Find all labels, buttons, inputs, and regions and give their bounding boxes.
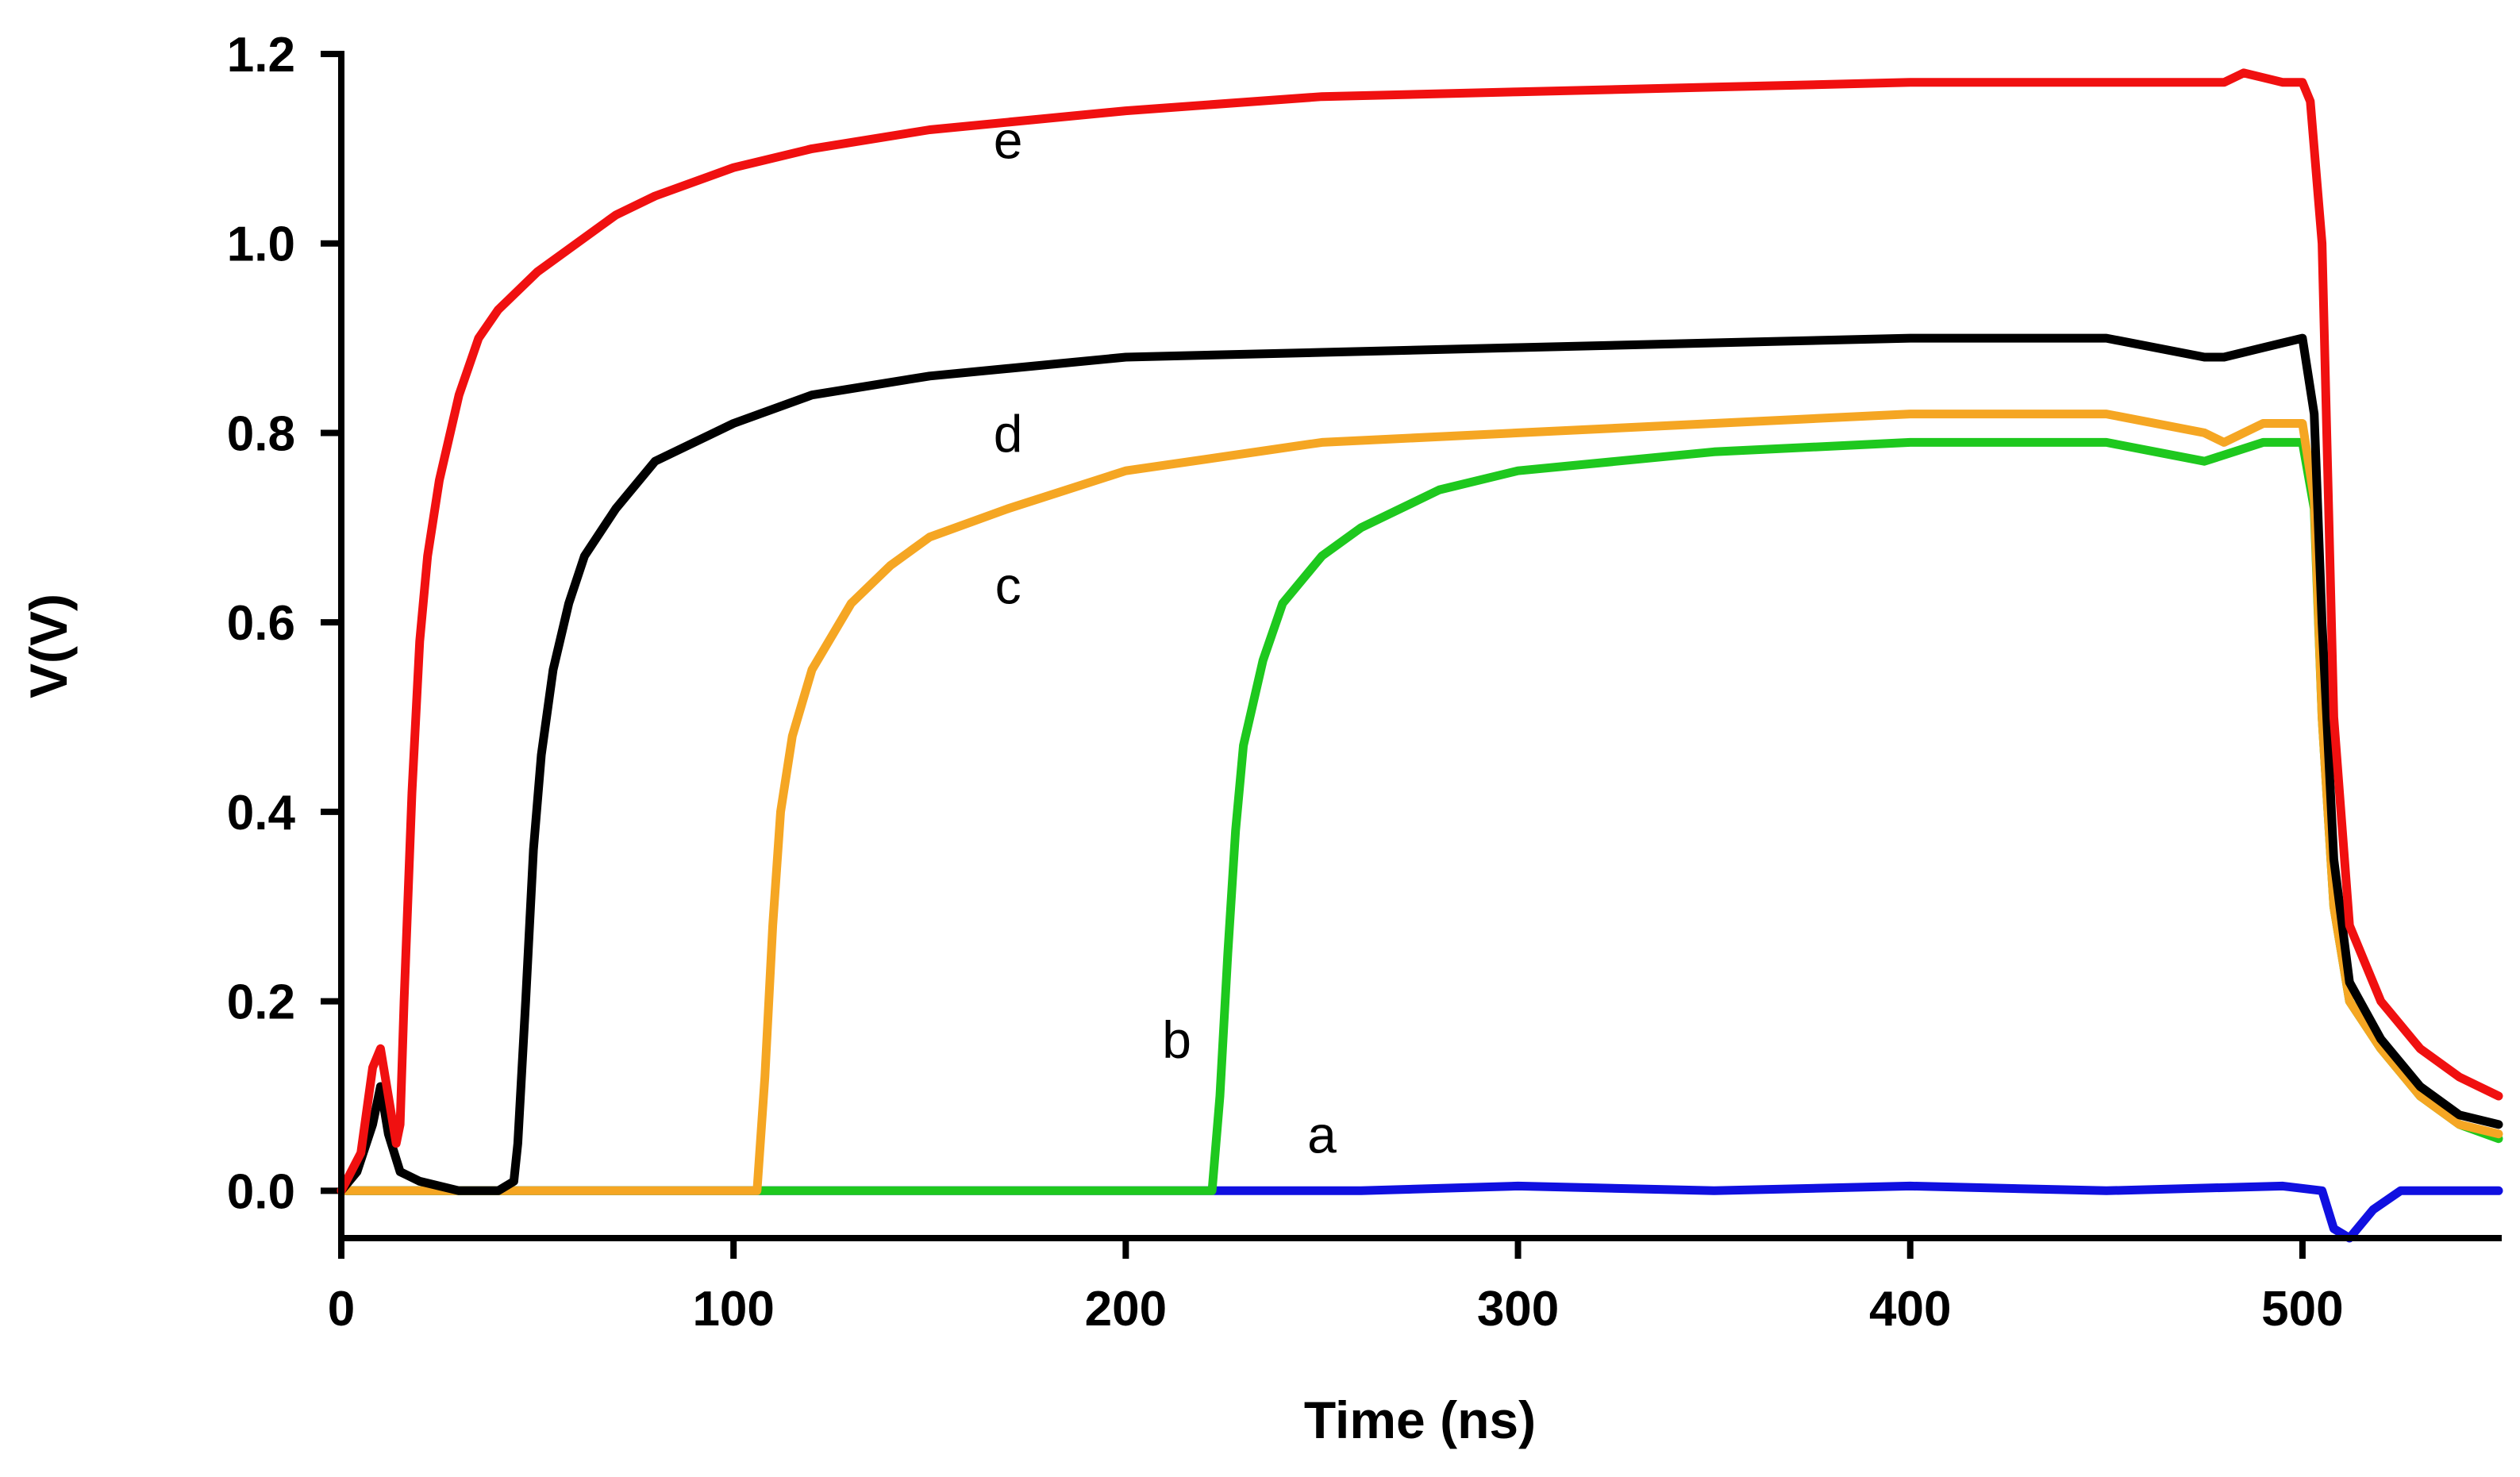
series-e-line <box>337 68 2503 1195</box>
x-tick-label: 200 <box>1085 1282 1167 1337</box>
y-tick-label: 0.8 <box>227 406 295 461</box>
y-tick-label: 0.4 <box>227 786 296 840</box>
y-tick-label: 0.2 <box>227 975 295 1030</box>
series-d-line <box>337 333 2503 1195</box>
curve-label-a: a <box>1307 1106 1337 1164</box>
curve-label-d: d <box>994 404 1023 463</box>
y-tick-label: 1.0 <box>227 217 295 272</box>
ticks-layer: 0.0 0.2 0.4 0.6 0.8 1.0 1.2 0 100 200 300 400 500 <box>227 28 2344 1337</box>
series-c-line <box>337 410 2503 1195</box>
curve-label-e: e <box>994 110 1023 169</box>
series-b-line <box>337 437 2503 1195</box>
curve-label-c: c <box>995 556 1021 614</box>
x-tick-label: 400 <box>1869 1282 1951 1337</box>
y-tick-label: 0.6 <box>227 596 295 651</box>
x-tick-label: 100 <box>692 1282 774 1337</box>
series-layer <box>337 68 2503 1243</box>
x-tick-label: 0 <box>328 1282 355 1337</box>
y-axis-label: V(V) <box>19 594 78 698</box>
curve-label-b: b <box>1162 1010 1191 1069</box>
x-tick-label: 300 <box>1477 1282 1559 1337</box>
y-tick-label: 0.0 <box>227 1164 295 1219</box>
y-tick-label: 1.2 <box>227 28 295 83</box>
x-tick-label: 500 <box>2261 1282 2343 1337</box>
x-axis-label: Time (ns) <box>1304 1390 1536 1449</box>
annotation-layer: e d c b a <box>994 110 1337 1164</box>
